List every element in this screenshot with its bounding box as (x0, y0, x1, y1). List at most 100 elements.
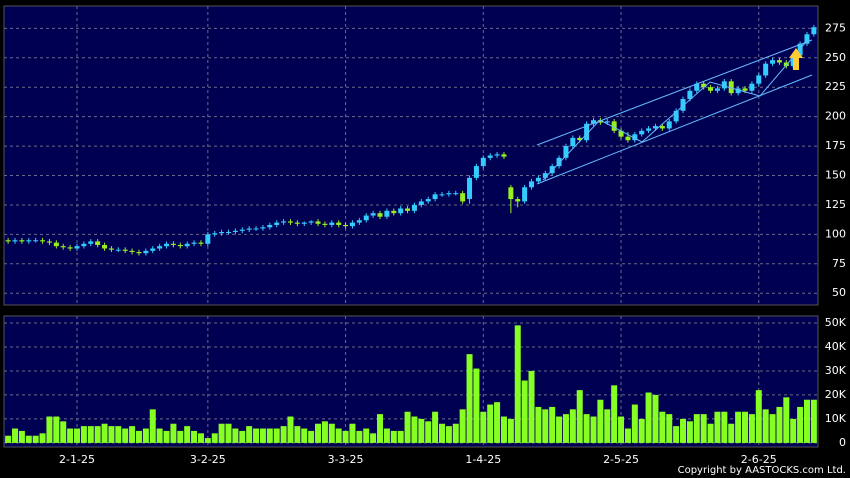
candle-body (618, 130, 624, 137)
candle-body (501, 154, 507, 157)
candle-body (301, 222, 307, 224)
candle-body (405, 208, 411, 211)
candle-body (494, 154, 500, 156)
volume-bar (576, 390, 583, 443)
candle-body (632, 134, 638, 141)
candle-body (349, 222, 355, 227)
candle-body (308, 221, 314, 223)
candle-body (40, 240, 46, 242)
volume-bar (569, 409, 576, 443)
volume-bar (225, 423, 232, 443)
candle-body (563, 146, 569, 158)
candle-body (239, 229, 245, 231)
y-tick-label: 100 (825, 227, 846, 240)
volume-bar (315, 423, 322, 443)
candle-body (480, 157, 486, 167)
volume-bar (631, 404, 638, 443)
candle-body (129, 250, 135, 253)
volume-bar (156, 428, 163, 443)
candle-body (33, 240, 39, 242)
candle-body (226, 232, 232, 234)
candle-body (522, 187, 528, 202)
candle-body (184, 243, 190, 247)
volume-bar (397, 430, 404, 443)
candle-body (60, 246, 66, 248)
candle-body (460, 193, 466, 202)
volume-bar (742, 411, 749, 443)
volume-bar (638, 418, 645, 443)
channel-lower (536, 74, 813, 185)
candle-body (529, 181, 535, 188)
candle-body (157, 246, 163, 249)
volume-bar (673, 426, 680, 443)
volume-bar (349, 423, 356, 443)
volume-bar (273, 428, 280, 443)
candle-body (735, 88, 741, 94)
volume-bar (535, 406, 542, 443)
y-tick-label: 225 (825, 80, 846, 93)
y-tick-label: 175 (825, 139, 846, 152)
candle-body (19, 240, 25, 242)
volume-bar (549, 406, 556, 443)
channel-upper (536, 39, 813, 146)
y-tick-label: 10K (825, 412, 847, 425)
volume-bar (308, 430, 315, 443)
volume-bar (707, 423, 714, 443)
volume-bar (266, 428, 273, 443)
volume-bar (191, 430, 198, 443)
volume-bar (776, 406, 783, 443)
volume-bar (425, 421, 432, 443)
volume-bar (769, 414, 776, 443)
volume-bar (618, 416, 625, 443)
volume-bar (624, 428, 631, 443)
candle-body (205, 234, 211, 244)
candle-body (253, 228, 259, 230)
candle-body (535, 177, 541, 182)
candle-body (597, 120, 603, 123)
volume-bar (259, 428, 266, 443)
volume-bar (783, 397, 790, 443)
candle-body (590, 120, 596, 124)
candle-body (170, 243, 176, 245)
volume-bar (452, 423, 459, 443)
volume-bar (246, 426, 253, 443)
volume-bar (25, 435, 32, 443)
volume-bar (328, 423, 335, 443)
marks: 50 75 100 125 150 175 200 225 250 275 0 10K 20K 30K 40… (4, 6, 847, 466)
candle-body (274, 222, 280, 225)
volume-bar (755, 390, 762, 443)
volume-bar (466, 354, 473, 443)
candle-body (191, 242, 197, 244)
candle-body (515, 199, 521, 202)
volume-bar (73, 428, 80, 443)
candle-body (356, 220, 362, 223)
volume-bar (67, 428, 74, 443)
y-tick-label: 125 (825, 198, 846, 211)
candle-body (363, 215, 369, 221)
copyright: Copyright by AASTOCKS.com Ltd. (678, 465, 846, 476)
trend-lines (536, 39, 813, 185)
candle-body (756, 75, 762, 84)
volume-bar (184, 426, 191, 443)
volume-bar (101, 423, 108, 443)
candle-body (776, 60, 782, 63)
volume-bar (645, 392, 652, 443)
volume-bar (280, 426, 287, 443)
volume-bar (514, 325, 521, 443)
candle-body (12, 240, 18, 242)
volume-bar (686, 421, 693, 443)
volume-bar (301, 428, 308, 443)
volume-bar (253, 428, 260, 443)
candle-body (425, 199, 431, 202)
candle-body (287, 221, 293, 223)
y-tick-label: 50 (832, 286, 846, 299)
x-tick-label: 2-1-25 (59, 453, 95, 466)
candle-body (391, 210, 397, 214)
y-tick-label: 40K (825, 340, 847, 353)
volume-bar (583, 414, 590, 443)
candle-body (770, 60, 776, 64)
candle-body (639, 130, 645, 135)
candle-body (294, 222, 300, 224)
